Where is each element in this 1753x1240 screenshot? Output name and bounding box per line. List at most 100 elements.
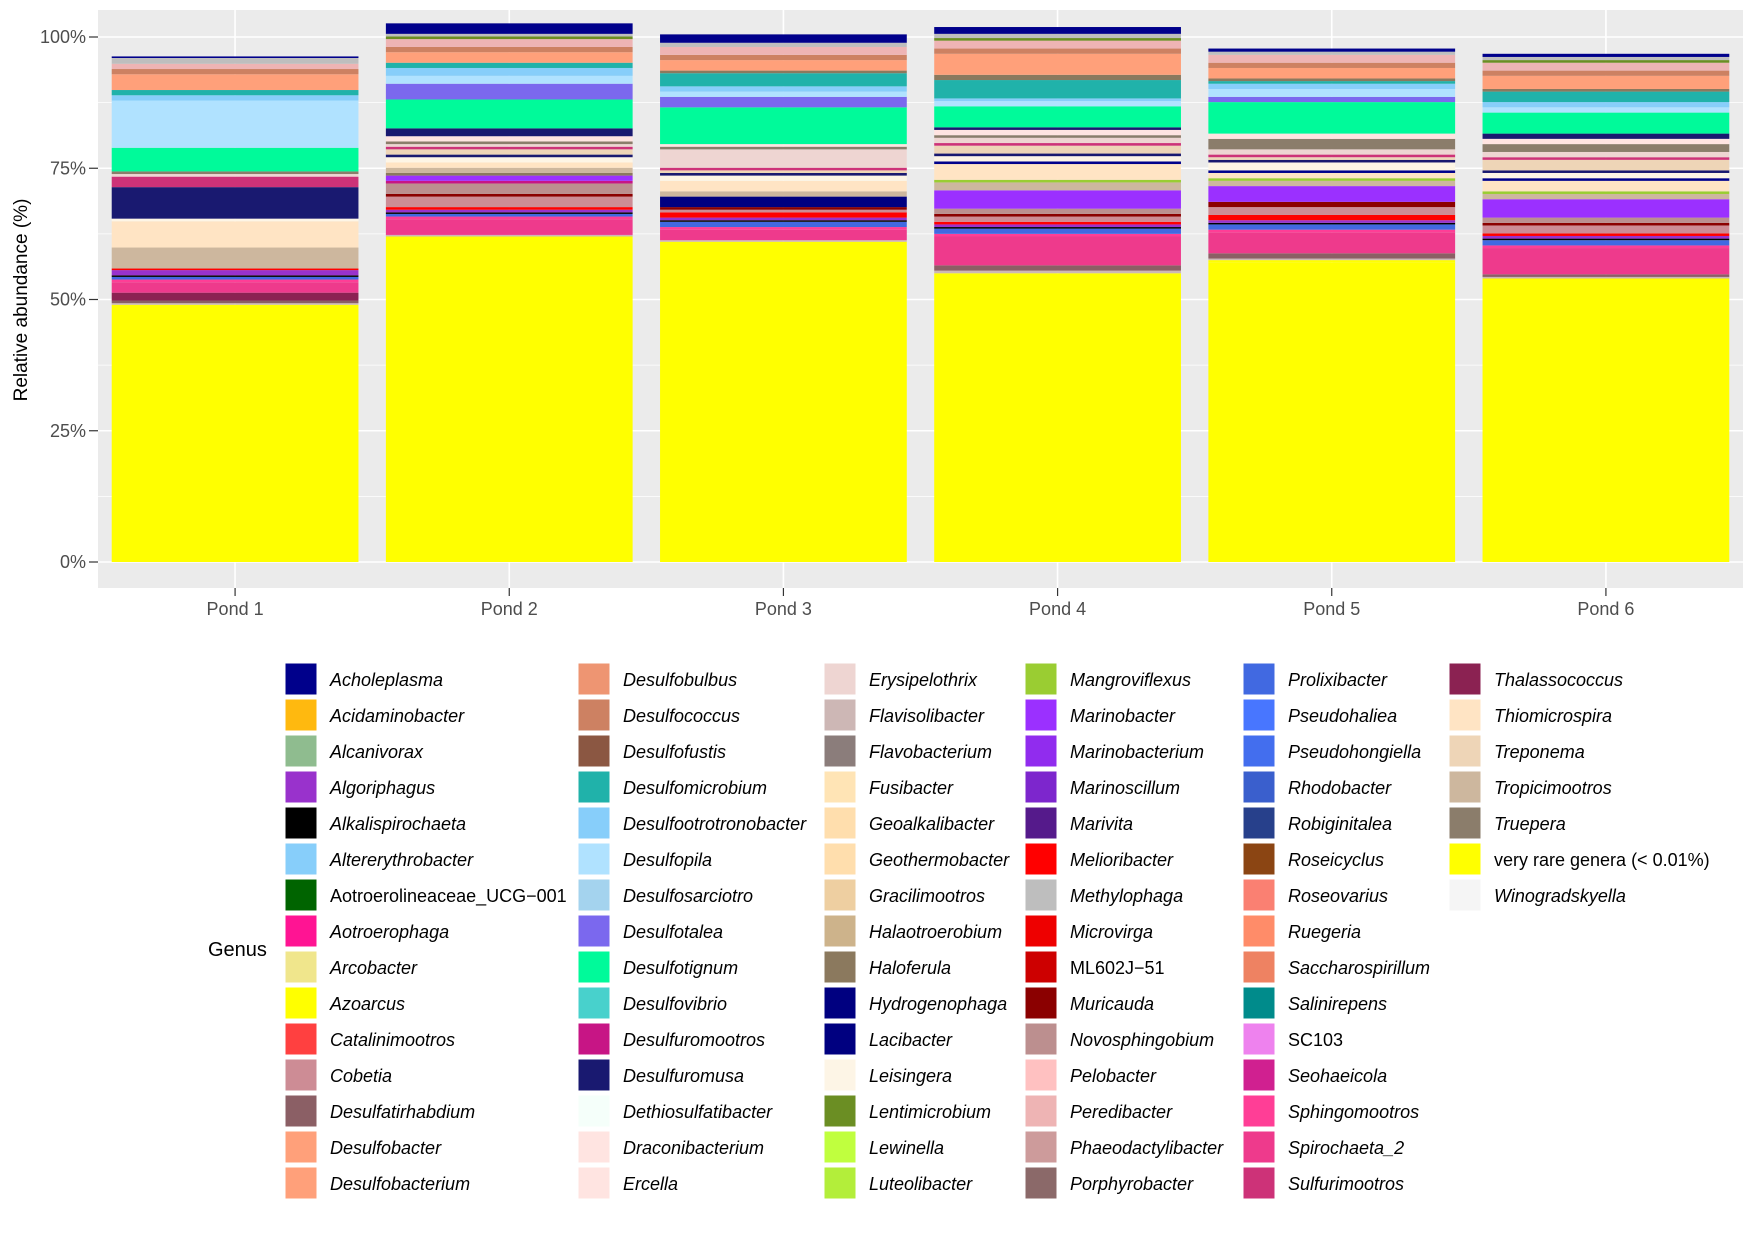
legend-label: Robiginitalea — [1288, 814, 1392, 834]
legend-label: Rhodobacter — [1288, 778, 1392, 798]
legend-label: Prolixibacter — [1288, 670, 1388, 690]
bar-segment — [1482, 144, 1730, 152]
bar-segment — [1208, 162, 1456, 171]
legend-key — [1242, 806, 1276, 840]
legend-label: Pseudohongiella — [1288, 742, 1421, 762]
bar-segment — [385, 67, 633, 76]
bar-segment — [934, 143, 1181, 146]
bar-segment — [385, 75, 633, 84]
legend-label: Novosphingobium — [1070, 1030, 1214, 1050]
y-tick-label: 100% — [40, 27, 86, 47]
legend-label: Marinobacter — [1070, 706, 1176, 726]
legend-label: Desulfobulbus — [623, 670, 737, 690]
x-tick-label: Pond 2 — [481, 599, 538, 619]
bar-segment — [1482, 107, 1730, 113]
bar-segment — [934, 156, 1181, 162]
legend-label: Sulfurimootros — [1288, 1174, 1404, 1194]
bar-segment — [660, 46, 907, 55]
legend-label: Draconibacterium — [623, 1138, 764, 1158]
legend-label: Desulfomicrobium — [623, 778, 767, 798]
legend-label: Lewinella — [869, 1138, 944, 1158]
legend-label: Mangroviflexus — [1070, 670, 1191, 690]
bar-segment — [1482, 178, 1730, 181]
bar-segment — [934, 208, 1181, 214]
x-tick-label: Pond 3 — [755, 599, 812, 619]
minor-gridlines — [98, 102, 1743, 497]
bar-segment — [1482, 222, 1730, 226]
bar-segment — [660, 96, 907, 108]
legend-label: Seohaeicola — [1288, 1066, 1387, 1086]
legend-label: Desulfuromootros — [623, 1030, 765, 1050]
bar-segment — [385, 175, 633, 181]
legend-key — [1242, 1094, 1276, 1128]
bar-segment — [1482, 75, 1730, 89]
bar-segment — [385, 234, 633, 237]
x-tick-label: Pond 1 — [207, 599, 264, 619]
legend-key — [1024, 698, 1058, 732]
legend-label: Cobetia — [330, 1066, 392, 1086]
legend-label: Microvirga — [1070, 922, 1153, 942]
legend-key — [284, 770, 318, 804]
legend-label: Hydrogenophaga — [869, 994, 1007, 1014]
bar-segment — [111, 95, 359, 101]
bar-segment — [1482, 157, 1730, 160]
bar-segment — [934, 265, 1181, 271]
bar-segment — [1208, 78, 1456, 82]
legend-label: Phaeodactylibacter — [1070, 1138, 1224, 1158]
bar-segment — [1208, 207, 1456, 215]
bar-segment — [1208, 220, 1456, 223]
bar-segment — [934, 182, 1181, 191]
legend-key — [577, 1058, 611, 1092]
legend-key — [1242, 770, 1276, 804]
bar-segment — [385, 149, 633, 155]
bar-segment — [1482, 91, 1730, 103]
legend-label: Desulfootrotronobacter — [623, 814, 807, 834]
bar-segment — [385, 141, 633, 145]
legend-key — [823, 806, 857, 840]
legend-key — [577, 806, 611, 840]
bar-segment — [660, 217, 907, 221]
legend-label: Desulfotignum — [623, 958, 738, 978]
legend-label: Desulfosarciotro — [623, 886, 753, 906]
bar-segment — [934, 127, 1181, 130]
bar-segment — [660, 240, 907, 242]
bar-segment — [385, 52, 633, 63]
legend-key — [1242, 842, 1276, 876]
bar-segment — [1208, 159, 1456, 163]
legend-label: Marinoscillum — [1070, 778, 1180, 798]
legend-label: Roseicyclus — [1288, 850, 1384, 870]
legend-label: Geothermobacter — [869, 850, 1010, 870]
bar-segment — [1208, 62, 1456, 68]
bar-segment — [934, 161, 1181, 165]
bar-segment — [1208, 229, 1456, 233]
bar-segment — [1482, 180, 1730, 192]
legend-label: Erysipelothrix — [869, 670, 978, 690]
bar-segment — [385, 180, 633, 184]
y-tick-label: 0% — [60, 552, 86, 572]
legend-key — [1024, 950, 1058, 984]
bar-segment — [111, 221, 359, 248]
legend-key — [823, 986, 857, 1020]
bar-segment — [385, 128, 633, 137]
legend-label: Dethiosulfatibacter — [623, 1102, 773, 1122]
legend-label: Fusibacter — [869, 778, 954, 798]
legend-key — [1242, 878, 1276, 912]
bar-segment — [660, 144, 907, 147]
bar-segment — [385, 209, 633, 213]
bar-segment — [111, 56, 359, 58]
bar-segment — [1482, 278, 1730, 562]
legend-key — [823, 1166, 857, 1200]
bar-segment — [111, 90, 359, 96]
legend-label: Truepera — [1494, 814, 1566, 834]
legend-key — [1024, 986, 1058, 1020]
bar-segment — [1208, 214, 1456, 221]
legend-label: Thalassococcus — [1494, 670, 1623, 690]
bar-segment — [660, 60, 907, 71]
bar-segment — [660, 229, 907, 241]
legend-label: Algoriphagus — [329, 778, 435, 798]
legend-key — [1448, 662, 1482, 696]
bar-segment — [1482, 102, 1730, 108]
bar-segment — [660, 146, 907, 150]
bar-segment — [1208, 253, 1456, 259]
